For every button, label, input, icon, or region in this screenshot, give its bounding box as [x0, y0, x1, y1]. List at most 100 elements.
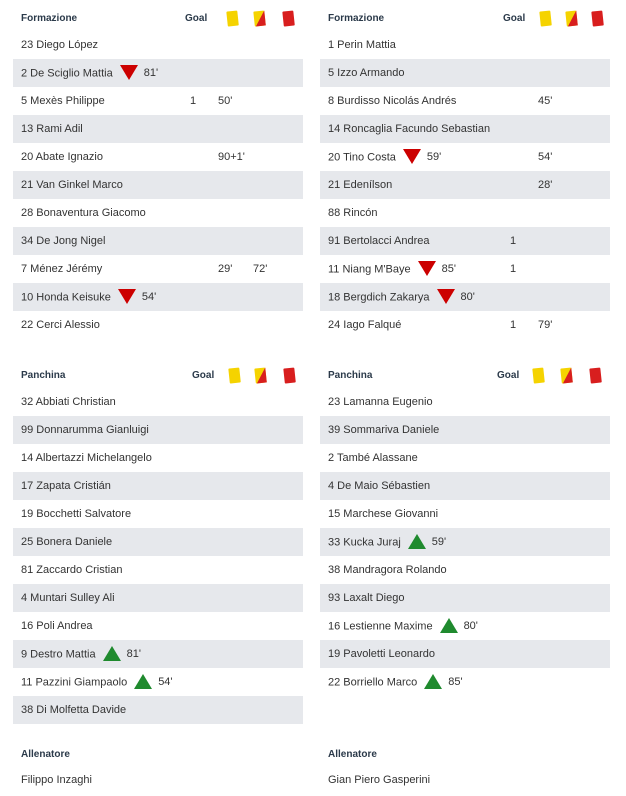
player-name-text[interactable]: 13 Rami Adil [21, 123, 83, 135]
player-row: 14 Roncaglia Facundo Sebastian [320, 115, 610, 143]
player-name-text[interactable]: 20 Tino Costa [328, 151, 396, 164]
substitution-minute: 80' [460, 291, 475, 304]
player-name-text[interactable]: 22 Cerci Alessio [21, 319, 100, 331]
yellow-card-minute: 50' [218, 95, 233, 107]
player-name: 24 Iago Falqué [328, 319, 401, 331]
player-name-text[interactable]: 25 Bonera Daniele [21, 536, 113, 548]
player-row: 2 De Sciglio Mattia 81' [13, 59, 303, 87]
coach-name[interactable]: Gian Piero Gasperini [328, 774, 431, 786]
player-row: 5 Mexès Philippe 1 50' [13, 87, 303, 115]
player-name-text[interactable]: 34 De Jong Nigel [21, 235, 106, 247]
player-name-text[interactable]: 23 Lamanna Eugenio [328, 396, 433, 408]
player-name-text[interactable]: 17 Zapata Cristián [21, 480, 111, 492]
player-row: 39 Sommariva Daniele [320, 416, 610, 444]
player-row: 20 Abate Ignazio 90+1' [13, 143, 303, 171]
player-name-text[interactable]: 18 Bergdich Zakarya [328, 291, 430, 304]
player-name-text[interactable]: 4 De Maio Sébastien [328, 480, 431, 492]
player-name-text[interactable]: 99 Donnarumma Gianluigi [21, 424, 149, 436]
substitution-out-icon [119, 65, 138, 80]
player-list: 23 Diego López 2 De Sciglio Mattia 81' 5 Me… [13, 31, 303, 339]
player-name-text[interactable]: 38 Di Molfetta Davide [21, 704, 127, 716]
yellow-card-minute: 90+1' [218, 151, 245, 163]
player-name-text[interactable]: 1 Perin Mattia [328, 39, 396, 51]
player-name-text[interactable]: 15 Marchese Giovanni [328, 508, 439, 520]
player-list: 32 Abbiati Christian 99 Donnarumma Gianlu… [13, 388, 303, 724]
player-name-text[interactable]: 2 També Alassane [328, 452, 418, 464]
player-name-text[interactable]: 28 Bonaventura Giacomo [21, 207, 146, 219]
goal-column-label: Goal [185, 13, 208, 24]
player-name-text[interactable]: 14 Albertazzi Michelangelo [21, 452, 152, 464]
player-name: 39 Sommariva Daniele [328, 424, 439, 436]
player-row: 22 Borriello Marco 85' [320, 668, 610, 696]
substitution-in-icon [424, 674, 443, 689]
player-name-text[interactable]: 81 Zaccardo Cristian [21, 564, 123, 576]
player-name-text[interactable]: 21 Edenílson [328, 179, 393, 191]
player-row: 4 De Maio Sébastien [320, 472, 610, 500]
red-card-icon [282, 9, 296, 28]
player-list: 23 Lamanna Eugenio 39 Sommariva Daniele 2 … [320, 388, 610, 696]
substitution-minute: 54' [141, 291, 157, 304]
player-name-text[interactable]: 32 Abbiati Christian [21, 396, 116, 408]
section-title: Formazione [21, 13, 78, 24]
red-card-icon [589, 366, 603, 385]
player-name-text[interactable]: 16 Poli Andrea [21, 620, 93, 632]
player-name-text[interactable]: 2 De Sciglio Mattia [21, 67, 113, 80]
substitution-minute: 59' [431, 536, 447, 549]
coach-name[interactable]: Filippo Inzaghi [21, 774, 92, 786]
red-card-icon [283, 366, 297, 385]
substitution-minute: 59' [426, 151, 442, 164]
player-row: 19 Pavoletti Leonardo [320, 640, 610, 668]
yellow-card-icon [532, 366, 546, 385]
player-name-text[interactable]: 33 Kucka Juraj [328, 536, 401, 549]
player-row: 88 Rincón [320, 199, 610, 227]
player-name-text[interactable]: 10 Honda Keisuke [21, 291, 111, 304]
player-name-text[interactable]: 88 Rincón [328, 207, 378, 219]
player-name-text[interactable]: 19 Bocchetti Salvatore [21, 508, 132, 520]
player-row: 32 Abbiati Christian [13, 388, 303, 416]
player-name: 14 Albertazzi Michelangelo [21, 452, 152, 464]
player-name: 28 Bonaventura Giacomo [21, 207, 146, 219]
player-name-text[interactable]: 16 Lestienne Maxime [328, 620, 433, 633]
double-yellow-card-icon [253, 9, 267, 28]
player-name-text[interactable]: 19 Pavoletti Leonardo [328, 648, 436, 660]
player-name: 17 Zapata Cristián [21, 480, 111, 492]
section-title: Formazione [328, 13, 385, 24]
player-name-text[interactable]: 7 Ménez Jérémy [21, 263, 103, 275]
player-row: 19 Bocchetti Salvatore [13, 500, 303, 528]
player-name-text[interactable]: 20 Abate Ignazio [21, 151, 103, 163]
player-name: 4 Muntari Sulley Ali [21, 592, 115, 604]
player-name-text[interactable]: 5 Izzo Armando [328, 67, 405, 79]
player-name-text[interactable]: 21 Van Ginkel Marco [21, 179, 123, 191]
player-name-text[interactable]: 11 Pazzini Giampaolo [21, 676, 128, 689]
red-card-minute: 72' [253, 263, 268, 275]
coach-header: Allenatore [21, 749, 70, 760]
player-row: 23 Diego López [13, 31, 303, 59]
player-name-text[interactable]: 22 Borriello Marco [328, 676, 418, 689]
player-name-text[interactable]: 24 Iago Falqué [328, 319, 402, 331]
player-name: 19 Pavoletti Leonardo [328, 648, 435, 660]
yellow-card-minute: 45' [538, 95, 553, 107]
player-name: 16 Poli Andrea [21, 620, 93, 632]
player-name: 33 Kucka Juraj 59' [328, 534, 447, 549]
player-name-text[interactable]: 14 Roncaglia Facundo Sebastian [328, 123, 491, 135]
player-row: 9 Destro Mattia 81' [13, 640, 303, 668]
player-name-text[interactable]: 9 Destro Mattia [21, 648, 96, 661]
player-name-text[interactable]: 39 Sommariva Daniele [328, 424, 440, 436]
player-name-text[interactable]: 11 Niang M'Baye [328, 263, 411, 276]
double-yellow-card-icon [565, 9, 579, 28]
player-name-text[interactable]: 91 Bertolacci Andrea [328, 235, 430, 247]
goal-count: 1 [510, 263, 517, 275]
player-name-text[interactable]: 38 Mandragora Rolando [328, 564, 447, 576]
player-name-text[interactable]: 93 Laxalt Diego [328, 592, 405, 604]
player-row: 13 Rami Adil [13, 115, 303, 143]
player-name: 16 Lestienne Maxime 80' [328, 618, 478, 633]
goal-count: 1 [190, 95, 197, 107]
yellow-card-icon [226, 9, 240, 28]
player-row: 20 Tino Costa 59' 54' [320, 143, 610, 171]
player-name: 11 Pazzini Giampaolo 54' [21, 674, 173, 689]
player-name-text[interactable]: 8 Burdisso Nicolás Andrés [328, 95, 457, 107]
player-name: 10 Honda Keisuke 54' [21, 289, 157, 304]
player-name-text[interactable]: 4 Muntari Sulley Ali [21, 592, 115, 604]
player-name-text[interactable]: 23 Diego López [21, 39, 99, 51]
player-name-text[interactable]: 5 Mexès Philippe [21, 95, 105, 107]
